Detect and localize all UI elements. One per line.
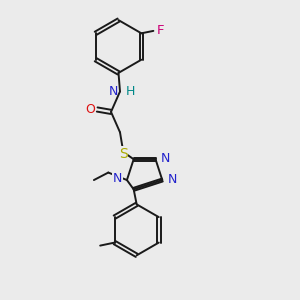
Text: F: F — [156, 24, 164, 38]
Text: O: O — [85, 103, 95, 116]
Text: N: N — [168, 173, 177, 186]
Text: N: N — [109, 85, 118, 98]
Text: N: N — [113, 172, 122, 185]
Text: N: N — [160, 152, 170, 165]
Text: S: S — [118, 147, 127, 161]
Text: H: H — [125, 85, 135, 98]
